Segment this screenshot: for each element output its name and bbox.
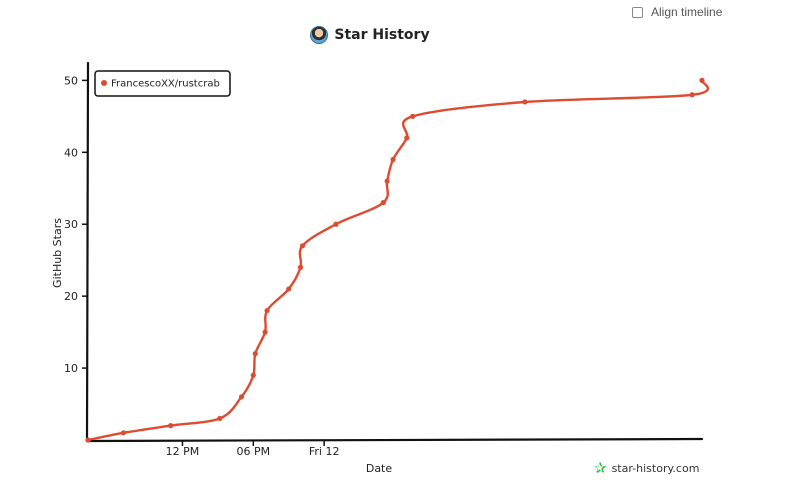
chart-header: Star History (0, 26, 740, 44)
data-point (380, 200, 386, 206)
chart-series (85, 77, 710, 443)
chart-axes (85, 61, 704, 443)
x-tick-label: 12 PM (166, 445, 200, 458)
chart-ticks: 10 20 30 40 50 12 PM 06 PM Fri 12 (64, 74, 339, 458)
data-point (217, 415, 223, 422)
data-point (120, 430, 127, 436)
data-point (299, 243, 306, 249)
y-axis-label: GitHub Stars (51, 218, 64, 288)
x-tick-label: 06 PM (236, 445, 270, 458)
chart-legend: FrancescoXX/rustcrab (94, 70, 231, 97)
data-point (410, 113, 416, 119)
watermark[interactable]: ✰ star-history.com (594, 459, 699, 477)
data-point (522, 99, 528, 105)
legend-label: FrancescoXX/rustcrab (111, 79, 220, 90)
y-tick-label: 30 (64, 218, 78, 231)
series-line (86, 79, 710, 442)
data-point (390, 156, 396, 163)
data-point (264, 307, 270, 314)
data-point (250, 372, 256, 378)
data-point (238, 394, 245, 400)
y-tick-label: 10 (64, 362, 78, 375)
y-axis-line (85, 61, 90, 443)
data-point (168, 423, 174, 429)
y-tick-label: 50 (64, 74, 78, 87)
x-axis-line (85, 437, 704, 443)
align-timeline-toggle[interactable]: Align timeline (632, 4, 722, 20)
data-point (699, 77, 705, 83)
data-point (404, 135, 410, 141)
data-point (286, 286, 292, 292)
data-point (262, 329, 268, 335)
y-tick-label: 20 (64, 290, 78, 303)
data-point (85, 437, 91, 443)
align-timeline-label: Align timeline (651, 5, 723, 19)
avatar (310, 26, 329, 44)
x-tick-label: Fri 12 (309, 445, 340, 458)
chart-title: Star History (334, 27, 430, 43)
align-timeline-checkbox[interactable] (632, 6, 643, 18)
legend-marker (101, 80, 107, 86)
watermark-text: star-history.com (611, 461, 700, 475)
y-tick-label: 40 (64, 146, 78, 159)
data-point (252, 351, 258, 357)
data-point (384, 178, 390, 184)
data-point (689, 92, 695, 98)
legend-box (94, 70, 231, 97)
data-point (333, 221, 339, 227)
x-axis-label: Date (366, 462, 393, 475)
star-icon: ✰ (594, 458, 607, 477)
data-point (297, 264, 304, 270)
